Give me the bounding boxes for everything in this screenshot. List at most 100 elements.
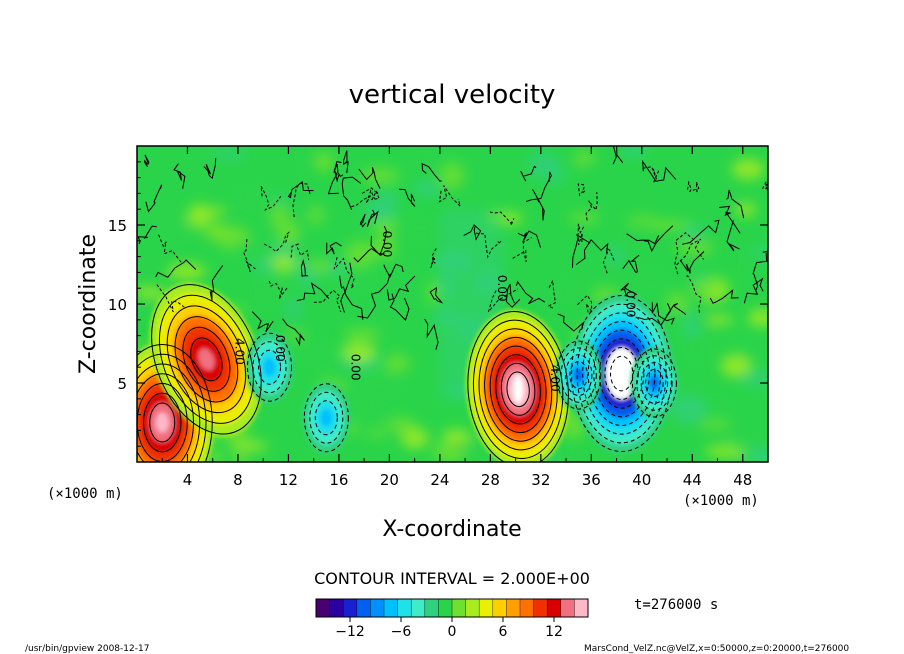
x-tick-label: 28 bbox=[481, 471, 500, 489]
contour-line bbox=[575, 238, 609, 265]
contour-line bbox=[287, 180, 314, 199]
field-patch bbox=[402, 217, 441, 240]
colorbar bbox=[315, 599, 589, 617]
y-axis-label: Z-coordinate bbox=[76, 234, 101, 374]
contour-line bbox=[399, 188, 416, 207]
plot-area bbox=[137, 146, 768, 462]
field-patch bbox=[187, 203, 212, 229]
field-patch bbox=[745, 251, 764, 279]
colorbar-tick-label: 12 bbox=[545, 624, 563, 640]
field-patch bbox=[202, 226, 242, 240]
contour-line bbox=[571, 295, 673, 453]
contour-line bbox=[576, 303, 667, 444]
contour-line bbox=[290, 243, 310, 260]
field-patch bbox=[427, 281, 442, 305]
x-tick-label: 48 bbox=[733, 471, 752, 489]
contour-line bbox=[463, 224, 482, 241]
contour-label: 0.00 bbox=[349, 354, 363, 381]
contour-line bbox=[340, 262, 353, 313]
field-patch bbox=[296, 344, 330, 362]
contour-line bbox=[556, 340, 602, 410]
contour-line bbox=[679, 251, 705, 274]
contour-line bbox=[282, 318, 305, 347]
contour-line bbox=[151, 284, 262, 435]
x-unit-left: (×1000 m) bbox=[47, 486, 123, 502]
contour-line bbox=[495, 354, 541, 425]
field-patch bbox=[704, 400, 732, 418]
field-patch bbox=[236, 187, 269, 207]
field-patch bbox=[731, 158, 765, 180]
colorbar-segment bbox=[411, 599, 426, 617]
contour-line bbox=[762, 177, 768, 192]
colorbar-segment bbox=[397, 599, 412, 617]
contour-line bbox=[517, 230, 541, 248]
contour-line bbox=[430, 248, 437, 268]
field-patch bbox=[568, 212, 600, 224]
colorbar-segment bbox=[479, 599, 494, 617]
contour-line bbox=[620, 282, 638, 297]
contour-line bbox=[389, 293, 410, 321]
x-tick-label: 36 bbox=[582, 471, 601, 489]
contour-line bbox=[726, 220, 740, 252]
updraft-cell bbox=[465, 309, 571, 462]
contour-line bbox=[203, 158, 217, 180]
contour-line bbox=[137, 353, 207, 462]
field-patch bbox=[343, 328, 381, 341]
field-patch bbox=[732, 453, 760, 462]
contour-line bbox=[475, 232, 502, 259]
field-patch bbox=[682, 225, 705, 243]
field-patch bbox=[361, 202, 397, 222]
contour-line bbox=[719, 205, 741, 234]
contour-line bbox=[366, 209, 379, 228]
contour-line bbox=[424, 318, 439, 350]
chart-title: vertical velocity bbox=[349, 80, 556, 110]
contour-line bbox=[598, 338, 645, 409]
field-patch bbox=[621, 146, 647, 158]
field-patch bbox=[275, 194, 289, 205]
contour-label: 0.00 bbox=[624, 291, 638, 318]
contour-line bbox=[512, 237, 532, 262]
contour-label: 4.00 bbox=[548, 365, 562, 392]
contour-line bbox=[258, 349, 282, 385]
field-patch bbox=[285, 299, 302, 320]
contour-line bbox=[651, 302, 675, 325]
contour-line bbox=[631, 348, 677, 418]
contour-line bbox=[386, 275, 416, 301]
field-patch bbox=[367, 429, 387, 438]
field-patch bbox=[256, 281, 270, 309]
contour-line bbox=[609, 355, 634, 392]
field-patch bbox=[688, 348, 707, 358]
contour-line bbox=[326, 241, 342, 255]
contour-line bbox=[357, 273, 391, 319]
updraft-level bbox=[198, 348, 215, 371]
contour-line bbox=[303, 383, 349, 453]
contour-line bbox=[155, 259, 197, 278]
x-tick-label: 32 bbox=[531, 471, 550, 489]
contour-line bbox=[582, 312, 661, 435]
field-patch bbox=[270, 204, 288, 227]
downdraft-level bbox=[263, 358, 276, 377]
contour-line bbox=[145, 184, 163, 213]
colorbar-segment bbox=[356, 599, 371, 617]
field-patch bbox=[433, 441, 466, 462]
contour-line bbox=[569, 361, 589, 390]
contour-line bbox=[358, 167, 381, 189]
colorbar-segment bbox=[343, 599, 358, 617]
downdraft-level bbox=[573, 367, 584, 383]
contour-line bbox=[173, 163, 186, 189]
contour-line bbox=[642, 166, 660, 183]
contour-line bbox=[309, 391, 344, 444]
contour-line bbox=[644, 225, 674, 253]
colorbar-segment bbox=[438, 599, 453, 617]
field-patch bbox=[747, 309, 768, 327]
contour-interval-label: CONTOUR INTERVAL = 2.000E+00 bbox=[314, 569, 590, 588]
contour-label: 0.00 bbox=[380, 231, 394, 258]
contour-line bbox=[472, 319, 564, 459]
colorbar-segment bbox=[533, 599, 548, 617]
field-patch bbox=[344, 240, 378, 268]
y-tick-label: 10 bbox=[108, 296, 127, 314]
colorbar-segment bbox=[329, 599, 344, 617]
field-patch bbox=[386, 417, 417, 434]
field-patch bbox=[621, 233, 650, 244]
